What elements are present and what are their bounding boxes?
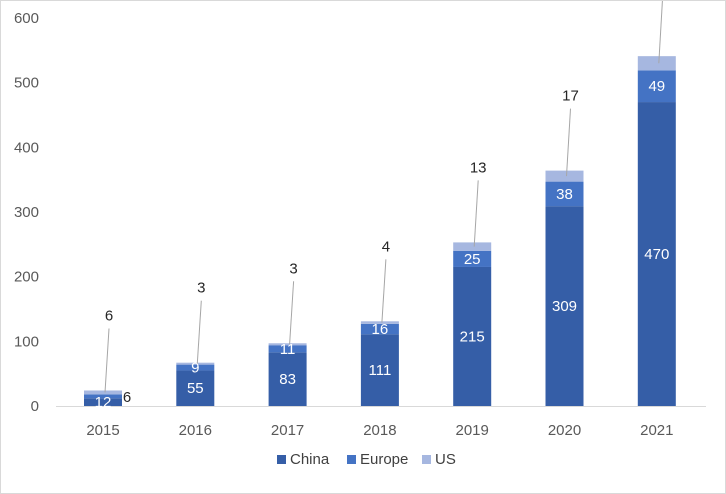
leader-line-us xyxy=(196,300,202,364)
data-label-us: 6 xyxy=(105,307,113,324)
bar-europe-2019 xyxy=(453,250,492,267)
y-tick-label: 0 xyxy=(31,398,39,415)
bar-europe-2021 xyxy=(637,70,676,103)
data-label-us: 13 xyxy=(470,159,487,176)
bar-europe-2016 xyxy=(176,364,215,371)
bar-europe-2015 xyxy=(84,394,122,399)
data-label-europe: 16 xyxy=(372,321,389,338)
bar-us-2019 xyxy=(453,242,492,251)
bar-china-2020 xyxy=(545,206,584,406)
data-label-us: 17 xyxy=(562,88,579,105)
data-label-us: 3 xyxy=(197,280,205,297)
y-tick-label: 600 xyxy=(14,10,39,27)
leader-line-us xyxy=(473,180,479,247)
bar-europe-2018 xyxy=(360,323,399,335)
bar-us-2021 xyxy=(637,56,676,71)
bar-us-2015 xyxy=(84,390,122,395)
bar-china-2017 xyxy=(268,352,307,406)
x-tick-label: 2020 xyxy=(548,422,581,439)
data-label-china: 309 xyxy=(552,298,577,315)
data-label-europe: 49 xyxy=(648,78,665,95)
legend-swatch-us xyxy=(422,455,431,464)
bar-china-2019 xyxy=(453,266,492,406)
data-label-europe: 9 xyxy=(191,360,199,377)
bar-china-2021 xyxy=(637,102,676,407)
legend-label-europe: Europe xyxy=(360,451,408,468)
y-tick-label: 300 xyxy=(14,204,39,221)
data-label-us: 4 xyxy=(382,238,390,255)
bar-china-2015 xyxy=(84,398,122,406)
x-tick-label: 2017 xyxy=(271,422,304,439)
x-tick-label: 2018 xyxy=(363,422,396,439)
y-tick-label: 100 xyxy=(14,333,39,350)
x-tick-label: 2021 xyxy=(640,422,673,439)
bar-europe-2017 xyxy=(268,345,307,353)
bar-europe-2020 xyxy=(545,181,584,207)
bar-us-2016 xyxy=(176,362,215,365)
data-label-china: 215 xyxy=(460,328,485,345)
x-tick-label: 2016 xyxy=(179,422,212,439)
legend-swatch-china xyxy=(277,455,286,464)
legend-label-us: US xyxy=(435,451,456,468)
data-label-europe: 6 xyxy=(123,389,131,406)
y-tick-label: 200 xyxy=(14,269,39,286)
leader-line-us xyxy=(566,108,571,177)
data-label-europe: 25 xyxy=(464,251,481,268)
data-label-us: 3 xyxy=(289,260,297,277)
bar-china-2016 xyxy=(176,370,215,406)
legend-label-china: China xyxy=(290,451,330,468)
leader-line-us xyxy=(289,281,295,345)
data-label-europe: 38 xyxy=(556,186,573,203)
data-label-china: 111 xyxy=(368,362,391,379)
leader-line-us xyxy=(104,328,110,393)
data-label-china: 55 xyxy=(187,380,204,397)
bar-china-2018 xyxy=(360,334,399,406)
y-tick-label: 400 xyxy=(14,139,39,156)
data-label-china: 470 xyxy=(644,246,669,263)
leader-line-us xyxy=(658,1,663,64)
y-tick-label: 500 xyxy=(14,75,39,92)
legend-swatch-europe xyxy=(347,455,356,464)
x-tick-label: 2015 xyxy=(86,422,119,439)
data-label-china: 83 xyxy=(279,371,296,388)
x-tick-label: 2019 xyxy=(456,422,489,439)
data-label-europe: 11 xyxy=(280,341,296,358)
bar-us-2017 xyxy=(268,343,307,346)
data-label-china: 12 xyxy=(95,394,112,411)
bar-us-2018 xyxy=(360,321,399,324)
leader-line-us xyxy=(381,259,387,323)
bar-us-2020 xyxy=(545,170,584,182)
